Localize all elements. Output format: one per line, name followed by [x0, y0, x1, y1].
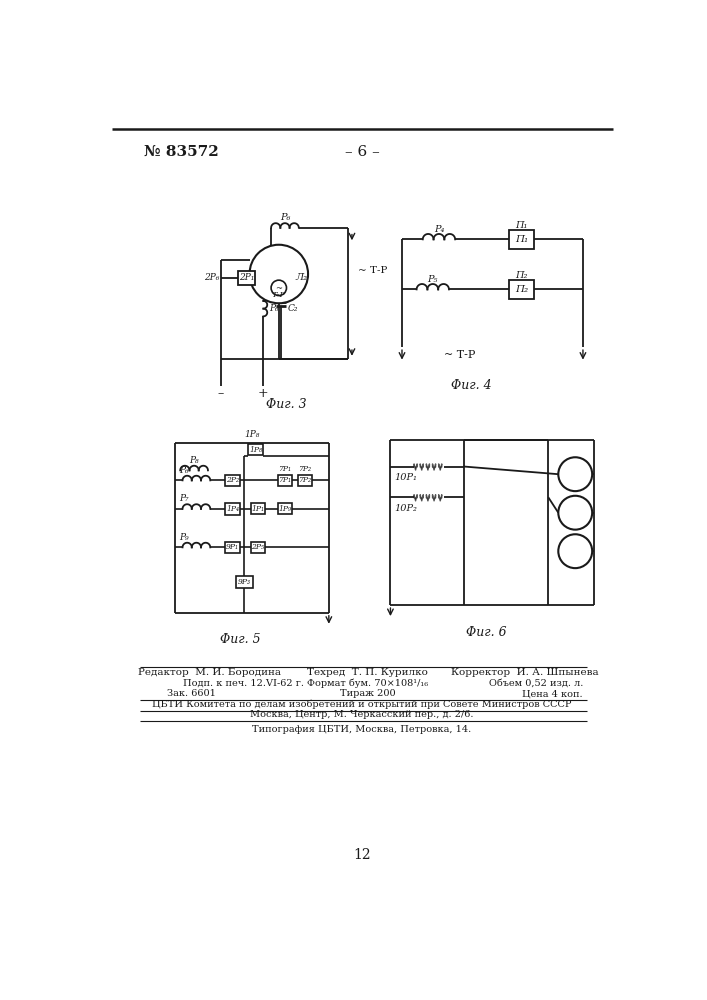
Text: 1P₉: 1P₉: [279, 505, 291, 513]
Circle shape: [250, 245, 308, 303]
Text: +: +: [258, 387, 269, 400]
Text: 1P₈: 1P₈: [249, 446, 262, 454]
Text: Подп. к печ. 12.VI-62 г.: Подп. к печ. 12.VI-62 г.: [182, 679, 303, 688]
Text: Типография ЦБТИ, Москва, Петровка, 14.: Типография ЦБТИ, Москва, Петровка, 14.: [252, 725, 472, 734]
Text: P₆: P₆: [269, 304, 279, 313]
Text: ~ Т-Р: ~ Т-Р: [444, 350, 476, 360]
Text: P₇: P₇: [179, 494, 188, 503]
Text: 1P₁: 1P₁: [252, 505, 264, 513]
Circle shape: [559, 457, 592, 491]
Text: Цена 4 коп.: Цена 4 коп.: [522, 689, 583, 698]
Text: П₁: П₁: [515, 235, 528, 244]
Text: 10P₂: 10P₂: [395, 504, 417, 513]
Text: – 6 –: – 6 –: [344, 145, 380, 159]
Bar: [225, 542, 240, 553]
Bar: [238, 271, 255, 285]
Text: Т-Р: Т-Р: [271, 291, 286, 299]
Text: P₄: P₄: [434, 225, 444, 234]
Text: Объем 0,52 изд. л.: Объем 0,52 изд. л.: [489, 679, 583, 688]
Text: 7P₂: 7P₂: [298, 476, 312, 484]
Text: 2Р₂: 2Р₂: [226, 476, 239, 484]
Text: 9Р₁: 9Р₁: [226, 543, 239, 551]
Text: Формат бум. 70×108¹/₁₆: Формат бум. 70×108¹/₁₆: [307, 679, 428, 688]
Circle shape: [559, 534, 592, 568]
Text: 2Р₆: 2Р₆: [204, 273, 219, 282]
Text: П₁: П₁: [515, 221, 527, 230]
Text: ЦБТИ Комитета по делам изобретений и открытий при Совете Министров СССР: ЦБТИ Комитета по делам изобретений и отк…: [152, 700, 572, 709]
Text: П₂: П₂: [515, 271, 527, 280]
Bar: [235, 576, 252, 588]
Text: 7Р₂: 7Р₂: [298, 465, 312, 473]
Text: Φиг. 3: Φиг. 3: [266, 398, 307, 411]
Text: Корректор  И. А. Шпынева: Корректор И. А. Шпынева: [451, 668, 599, 677]
Text: 9Р₃: 9Р₃: [238, 578, 251, 586]
Text: P₈: P₈: [189, 456, 199, 465]
Text: Л₂: Л₂: [296, 273, 308, 282]
Text: 1P₈: 1P₈: [244, 430, 259, 439]
Text: Тираж 200: Тираж 200: [339, 689, 395, 698]
Text: ~ Т-Р: ~ Т-Р: [358, 266, 387, 275]
Text: C₂: C₂: [287, 304, 298, 313]
Bar: [298, 475, 312, 486]
Bar: [251, 542, 265, 553]
Bar: [251, 503, 265, 514]
Text: P₉: P₉: [179, 533, 188, 542]
Text: 1Р₄: 1Р₄: [226, 505, 239, 513]
Text: 12: 12: [353, 848, 370, 862]
Text: 2Р₁: 2Р₁: [239, 273, 254, 282]
Bar: [225, 475, 240, 486]
Text: 7P₁: 7P₁: [279, 476, 291, 484]
Text: Φиг. 5: Φиг. 5: [220, 633, 261, 646]
Text: 7Р₁: 7Р₁: [279, 465, 291, 473]
Text: ~: ~: [275, 285, 282, 293]
Text: P₆: P₆: [179, 466, 188, 475]
Text: 2Р₅: 2Р₅: [252, 543, 264, 551]
Circle shape: [559, 496, 592, 530]
Bar: [509, 280, 534, 299]
Bar: [278, 503, 292, 514]
Bar: [509, 230, 534, 249]
Text: Зак. 6601: Зак. 6601: [167, 689, 216, 698]
Text: P₅: P₅: [428, 275, 438, 284]
Text: Φиг. 6: Φиг. 6: [467, 626, 507, 639]
Text: № 83572: № 83572: [144, 145, 218, 159]
Bar: [278, 475, 292, 486]
Text: 10P₁: 10P₁: [395, 473, 417, 482]
Text: Техред  Т. П. Курилко: Техред Т. П. Курилко: [307, 668, 428, 677]
Bar: [225, 503, 240, 515]
Text: Φиг. 4: Φиг. 4: [451, 379, 491, 392]
Text: Редактор  М. И. Бородина: Редактор М. И. Бородина: [138, 668, 281, 677]
Circle shape: [271, 280, 286, 296]
Bar: [248, 444, 264, 455]
Text: П₂: П₂: [515, 285, 528, 294]
Text: –: –: [218, 387, 224, 400]
Text: Москва, Центр, М. Черкасский пер., д. 2/6.: Москва, Центр, М. Черкасский пер., д. 2/…: [250, 710, 474, 719]
Text: P₆: P₆: [280, 213, 290, 222]
